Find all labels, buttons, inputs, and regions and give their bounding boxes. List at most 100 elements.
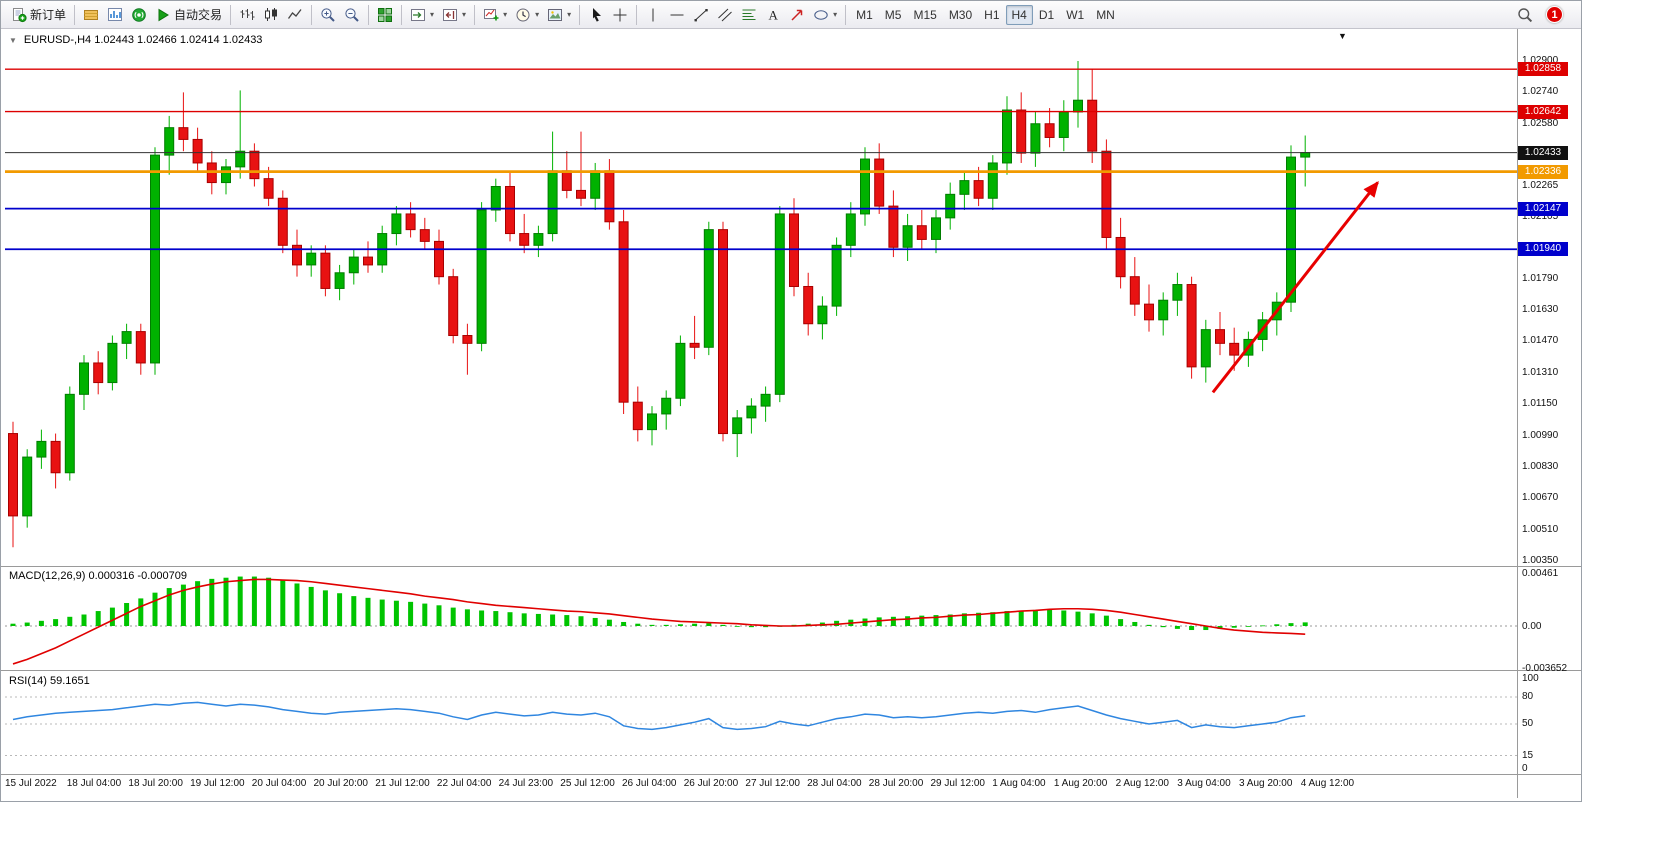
templates-button[interactable]: ▾ <box>543 4 575 26</box>
tile-windows-button[interactable] <box>373 4 397 26</box>
toolbar-separator <box>311 4 313 25</box>
trendline-icon <box>693 7 709 23</box>
line-chart-button[interactable] <box>283 4 307 26</box>
macd-histogram-bar <box>1089 613 1095 626</box>
tf-m30-button-label: M30 <box>948 7 973 22</box>
arrows-button[interactable] <box>785 4 809 26</box>
bull-candle <box>306 252 317 266</box>
bear-candle <box>1044 123 1055 138</box>
tile-windows-icon <box>377 7 393 23</box>
macd-histogram-bar <box>195 581 201 626</box>
bull-candle <box>1200 329 1211 368</box>
macd-histogram-bar <box>322 590 328 626</box>
bull-candle <box>987 162 998 199</box>
macd-histogram-bar <box>933 615 939 626</box>
crosshair-button[interactable] <box>608 4 632 26</box>
macd-histogram-bar <box>408 601 414 626</box>
horizontal-line-button[interactable] <box>665 4 689 26</box>
bull-candle <box>760 393 771 407</box>
text-button[interactable]: A <box>761 4 785 26</box>
time-axis-label: 4 Aug 12:00 <box>1300 778 1355 789</box>
periods-button[interactable]: ▾ <box>511 4 543 26</box>
macd-histogram-bar <box>763 626 769 628</box>
bull-candle <box>774 213 785 395</box>
macd-histogram-bar <box>876 617 882 626</box>
fibonacci-button[interactable] <box>737 4 761 26</box>
macd-histogram-bar <box>748 626 754 628</box>
bear-candle <box>689 342 700 348</box>
tf-w1-button[interactable]: W1 <box>1060 5 1090 25</box>
chart-canvas[interactable] <box>1 1 1581 801</box>
dropdown-caret-icon[interactable]: ▾ <box>462 10 467 19</box>
tf-h4-button[interactable]: H4 <box>1005 4 1033 25</box>
tf-h1-button[interactable]: H1 <box>978 5 1005 25</box>
bull-candle <box>221 166 231 184</box>
macd-histogram-bar <box>905 616 911 626</box>
bear-candle <box>419 229 430 242</box>
macd-histogram-bar <box>308 586 314 626</box>
macd-histogram-bar <box>649 624 655 626</box>
signals-button[interactable] <box>127 4 151 26</box>
macd-histogram-bar <box>1146 624 1152 626</box>
shapes-button[interactable]: ▾ <box>809 4 841 26</box>
bear-candle <box>576 189 586 199</box>
dropdown-caret-icon[interactable]: ▾ <box>430 10 435 19</box>
trendline-button[interactable] <box>689 4 713 26</box>
market-watch-button[interactable] <box>103 4 127 26</box>
macd-histogram-bar <box>1288 623 1294 626</box>
time-axis-label: 26 Jul 04:00 <box>622 778 677 789</box>
chart-shift-button[interactable]: ▾ <box>438 4 470 26</box>
bear-candle <box>1129 276 1140 305</box>
tf-d1-button-label: D1 <box>1038 7 1055 22</box>
dropdown-caret-icon[interactable]: ▾ <box>503 10 508 19</box>
cursor-button[interactable] <box>584 4 608 26</box>
tf-m1-button-label: M1 <box>856 7 873 22</box>
trend-arrow-annotation[interactable] <box>1211 180 1379 394</box>
bull-candle <box>1158 299 1169 321</box>
time-axis-label: 25 Jul 12:00 <box>560 778 615 789</box>
bull-candle <box>661 397 672 415</box>
price-scale-label: 1.00670 <box>1522 492 1559 504</box>
tf-m1-button[interactable]: M1 <box>850 5 879 25</box>
autotrade-button[interactable]: 自动交易 <box>151 4 226 26</box>
dropdown-caret-icon[interactable]: ▾ <box>535 10 540 19</box>
price-scale-label: 1.00350 <box>1522 554 1559 566</box>
tf-m15-button[interactable]: M15 <box>907 5 942 25</box>
macd-histogram-bar <box>1174 626 1180 629</box>
time-axis-label: 18 Jul 20:00 <box>128 778 183 789</box>
bear-candle <box>320 252 331 289</box>
bar-chart-button[interactable] <box>235 4 259 26</box>
bear-candle <box>192 138 203 164</box>
chart-shift-marker-icon[interactable]: ▼ <box>1338 31 1347 41</box>
auto-scroll-button[interactable]: ▾ <box>406 4 438 26</box>
bear-candle <box>505 185 515 235</box>
bear-candle <box>718 229 728 435</box>
dropdown-caret-icon[interactable]: ▾ <box>567 10 572 19</box>
toolbar-separator <box>74 4 76 25</box>
bull-candle <box>348 256 359 274</box>
bull-candle <box>1172 284 1183 301</box>
tf-m30-button[interactable]: M30 <box>943 5 978 25</box>
profiles-button[interactable] <box>79 4 103 26</box>
candlestick-chart-button[interactable] <box>259 4 283 26</box>
one-click-trading-toggle-icon[interactable]: ▼ <box>9 35 17 45</box>
zoom-in-button[interactable] <box>316 4 340 26</box>
tf-d1-button[interactable]: D1 <box>1033 5 1060 25</box>
bull-candle <box>121 331 132 344</box>
tf-mn-button[interactable]: MN <box>1090 5 1121 25</box>
time-axis-label: 26 Jul 20:00 <box>683 778 739 789</box>
new-chart-button[interactable]: ▾ <box>479 4 511 26</box>
time-axis-label: 15 Jul 2022 <box>5 778 57 789</box>
macd-histogram-bar <box>947 614 953 626</box>
new-order-button[interactable]: 新订单 <box>7 4 70 26</box>
macd-histogram-bar <box>976 612 982 626</box>
search-button[interactable] <box>1513 4 1537 26</box>
channel-button[interactable] <box>713 4 737 26</box>
rsi-line <box>12 701 1306 731</box>
tf-m5-button[interactable]: M5 <box>879 5 908 25</box>
vertical-line-button[interactable] <box>641 4 665 26</box>
zoom-out-button[interactable] <box>340 4 364 26</box>
notification-badge[interactable]: 1 <box>1546 6 1563 23</box>
dropdown-caret-icon[interactable]: ▾ <box>833 10 838 19</box>
svg-text:A: A <box>769 7 779 22</box>
